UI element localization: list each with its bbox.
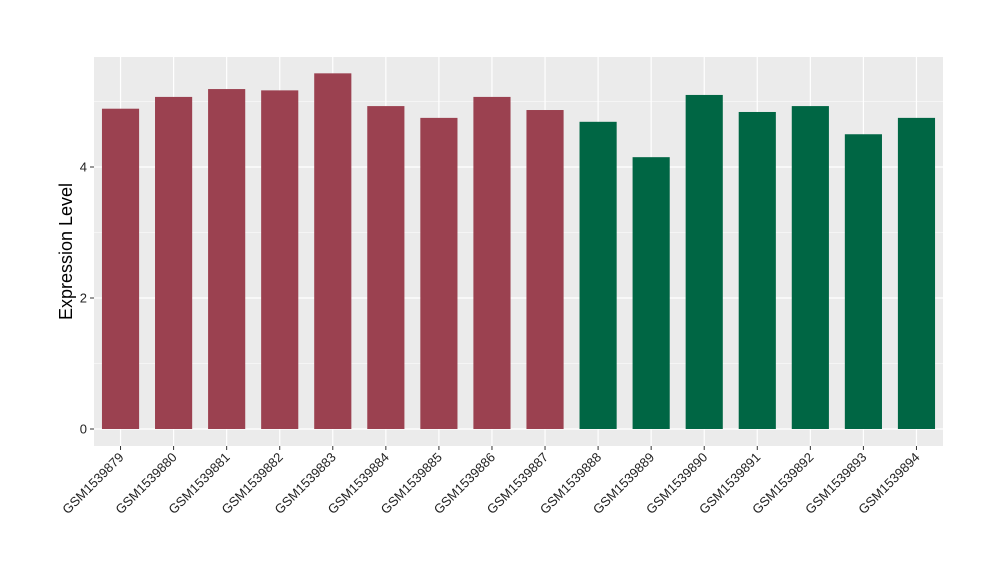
y-tick-label: 0 xyxy=(80,422,87,437)
y-axis-title: Expression Level xyxy=(56,183,76,320)
bar-GSM1539879 xyxy=(101,108,140,429)
bar-GSM1539884 xyxy=(367,106,405,430)
bar-GSM1539894 xyxy=(897,117,936,429)
y-axis: 0 2 4 xyxy=(80,160,94,437)
bar-GSM1539893 xyxy=(844,134,882,429)
bar-GSM1539885 xyxy=(420,117,458,429)
bar-GSM1539881 xyxy=(208,89,246,430)
bar-GSM1539886 xyxy=(473,96,511,429)
bar-GSM1539882 xyxy=(261,90,299,430)
bar-GSM1539890 xyxy=(685,94,723,429)
bars xyxy=(101,73,936,430)
x-axis: GSM1539879GSM1539880GSM1539881GSM1539882… xyxy=(59,446,923,517)
bar-GSM1539887 xyxy=(526,110,564,429)
y-tick-label: 2 xyxy=(80,291,87,306)
bar-GSM1539883 xyxy=(314,73,352,430)
y-tick-label: 4 xyxy=(80,160,87,175)
bar-GSM1539892 xyxy=(791,106,829,430)
bar-GSM1539888 xyxy=(579,121,617,430)
bar-GSM1539891 xyxy=(738,111,776,429)
bar-GSM1539889 xyxy=(632,157,670,430)
bar-GSM1539880 xyxy=(155,96,193,429)
